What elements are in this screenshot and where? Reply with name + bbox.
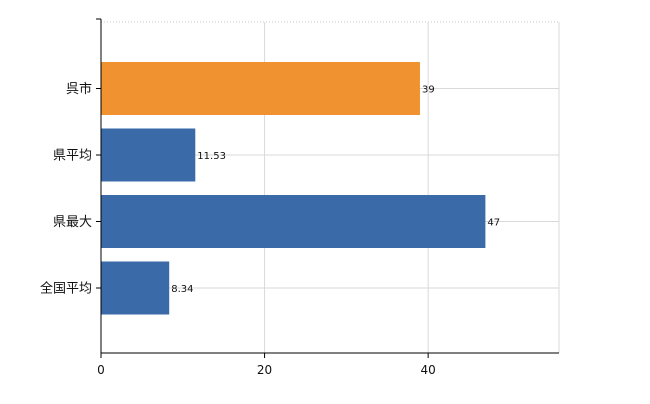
bars: [101, 62, 486, 315]
category-label: 県平均: [53, 149, 92, 164]
bar: [101, 195, 486, 248]
value-label: 8.34: [171, 284, 193, 295]
x-tick-label: 20: [257, 363, 272, 377]
value-label: 39: [422, 85, 435, 96]
bar: [101, 62, 420, 115]
category-label: 全国平均: [40, 281, 92, 297]
value-label: 11.53: [197, 151, 226, 162]
bar: [101, 128, 196, 182]
bar: [101, 261, 170, 315]
category-label: 県最大: [53, 215, 92, 230]
axes: [96, 18, 559, 358]
value-label: 47: [487, 218, 500, 229]
x-tick-label: 0: [97, 363, 105, 377]
category-label: 呉市: [66, 81, 92, 97]
x-tick-label: 40: [421, 363, 436, 377]
